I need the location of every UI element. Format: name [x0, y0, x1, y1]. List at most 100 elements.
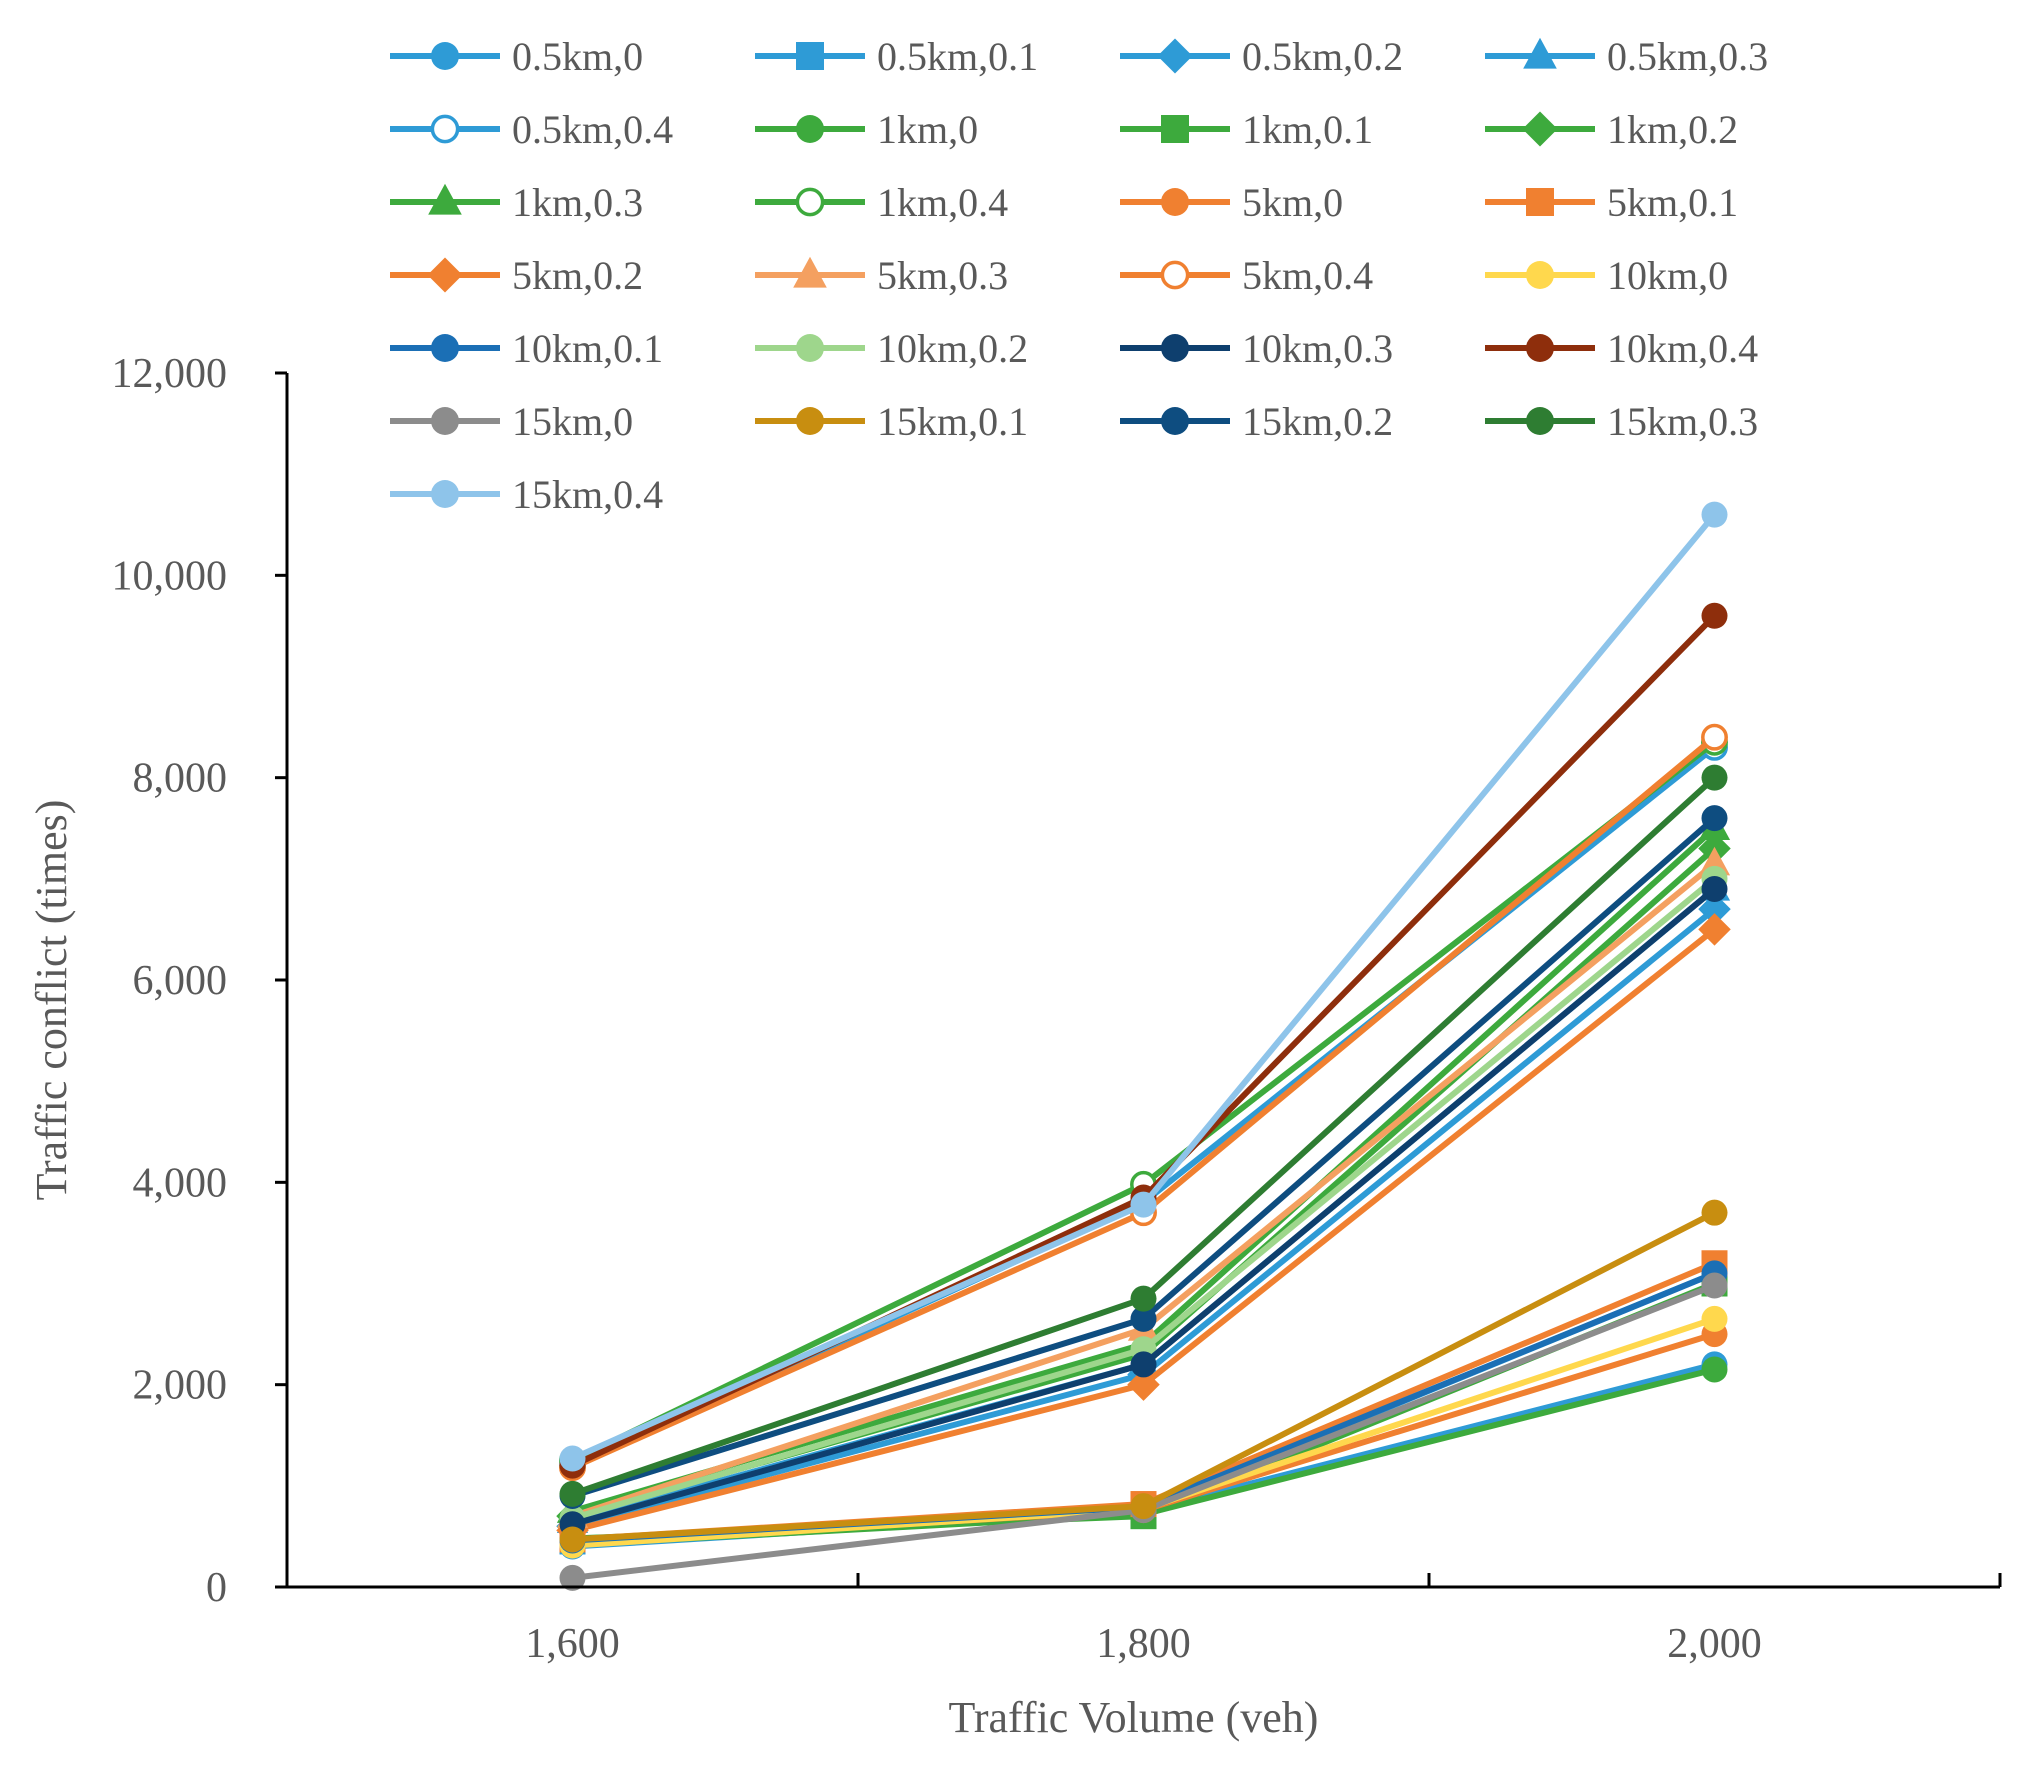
- legend-item: 0.5km,0.4: [390, 107, 673, 152]
- data-point: [1701, 805, 1728, 832]
- data-point: [1701, 875, 1728, 902]
- data-point: [559, 1480, 586, 1507]
- legend-marker: [796, 115, 824, 143]
- series-15km-0.3: [559, 764, 1728, 1507]
- legend-marker: [796, 42, 824, 70]
- y-tick-label: 0: [206, 1565, 227, 1611]
- data-point: [1130, 1351, 1157, 1378]
- legend-item: 1km,0.1: [1120, 107, 1373, 152]
- legend-item: 10km,0.1: [390, 326, 663, 371]
- x-tick-label: 2,000: [1667, 1621, 1762, 1667]
- legend-label: 1km,0.3: [512, 180, 643, 225]
- legend-item: 0.5km,0: [390, 34, 643, 79]
- legend-item: 15km,0.4: [390, 472, 663, 517]
- legend-item: 5km,0.4: [1120, 253, 1373, 298]
- legend-item: 5km,0.1: [1485, 180, 1738, 225]
- legend-marker: [1526, 261, 1554, 289]
- legend-marker: [431, 407, 459, 435]
- data-point: [1130, 1285, 1157, 1312]
- data-point: [559, 1526, 586, 1553]
- legend-marker: [431, 480, 459, 508]
- legend-item: 5km,0.2: [390, 253, 643, 298]
- legend-marker: [1160, 260, 1190, 290]
- series-15km-0.1: [559, 1199, 1728, 1553]
- legend-marker: [793, 256, 827, 288]
- axes: 0 2,000 4,000 6,000 8,000 10,000 12,000 1,600 1,…: [27, 351, 2002, 1742]
- legend-marker: [427, 257, 463, 293]
- legend-label: 10km,0.1: [512, 326, 663, 371]
- data-point: [1130, 1493, 1157, 1520]
- plot-area: [556, 501, 1731, 1591]
- legend-label: 10km,0.3: [1242, 326, 1393, 371]
- data-point: [1701, 764, 1728, 791]
- data-point: [1698, 892, 1731, 926]
- y-tick-label: 8,000: [133, 756, 228, 802]
- x-tick-label: 1,600: [525, 1621, 620, 1667]
- legend-label: 0.5km,0.3: [1607, 34, 1768, 79]
- legend-label: 10km,0.2: [877, 326, 1028, 371]
- legend-marker: [1161, 334, 1189, 362]
- data-point: [1130, 1191, 1157, 1218]
- y-tick-label: 12,000: [112, 351, 228, 397]
- legend-marker: [1161, 407, 1189, 435]
- legend-item: 1km,0.2: [1485, 107, 1738, 152]
- data-point: [1127, 1368, 1160, 1401]
- legend-marker: [1526, 188, 1554, 216]
- legend-label: 15km,0.3: [1607, 399, 1758, 444]
- legend-item: 10km,0.3: [1120, 326, 1393, 371]
- legend-marker: [430, 114, 460, 144]
- data-point: [1698, 846, 1731, 876]
- legend-marker: [428, 183, 462, 215]
- legend: 0.5km,0 0.5km,0.1 0.5km,0.2 0.5km,0.3 0.5km,…: [390, 34, 1768, 517]
- legend-label: 15km,0.1: [877, 399, 1028, 444]
- legend-label: 5km,0.3: [877, 253, 1008, 298]
- legend-label: 1km,0.2: [1607, 107, 1738, 152]
- y-axis-title: Traffic conflict (times): [27, 800, 76, 1201]
- data-point: [1701, 1272, 1728, 1299]
- data-point: [1701, 1305, 1728, 1332]
- legend-item: 15km,0.2: [1120, 399, 1393, 444]
- legend-marker: [1523, 37, 1557, 69]
- legend-label: 0.5km,0: [512, 34, 643, 79]
- data-point: [1701, 1356, 1728, 1383]
- legend-item: 10km,0: [1485, 253, 1728, 298]
- data-point: [559, 1445, 586, 1472]
- legend-label: 5km,0.2: [512, 253, 643, 298]
- legend-label: 5km,0: [1242, 180, 1343, 225]
- legend-item: 10km,0.2: [755, 326, 1028, 371]
- data-point: [559, 1564, 586, 1591]
- legend-label: 0.5km,0.4: [512, 107, 673, 152]
- legend-item: 0.5km,0.2: [1120, 34, 1403, 79]
- legend-marker: [796, 407, 824, 435]
- series-1km-0.3: [556, 811, 1731, 1523]
- legend-item: 15km,0: [390, 399, 633, 444]
- legend-marker: [1161, 188, 1189, 216]
- legend-marker: [431, 42, 459, 70]
- y-tick-label: 4,000: [133, 1160, 228, 1206]
- data-point: [1698, 913, 1731, 946]
- legend-item: 15km,0.1: [755, 399, 1028, 444]
- legend-label: 1km,0.4: [877, 180, 1008, 225]
- legend-marker: [1161, 115, 1189, 143]
- legend-label: 0.5km,0.2: [1242, 34, 1403, 79]
- y-tick-label: 10,000: [112, 553, 228, 599]
- data-point: [1701, 723, 1728, 751]
- legend-item: 1km,0.4: [755, 180, 1008, 225]
- legend-label: 1km,0: [877, 107, 978, 152]
- legend-item: 15km,0.3: [1485, 399, 1758, 444]
- data-point: [1701, 1199, 1728, 1226]
- x-axis-title: Traffic Volume (veh): [949, 1693, 1319, 1742]
- legend-label: 15km,0.2: [1242, 399, 1393, 444]
- legend-item: 5km,0.3: [755, 253, 1008, 298]
- legend-item: 0.5km,0.1: [755, 34, 1038, 79]
- legend-marker: [796, 334, 824, 362]
- legend-label: 5km,0.1: [1607, 180, 1738, 225]
- legend-marker: [1526, 334, 1554, 362]
- data-point: [1701, 501, 1728, 528]
- legend-item: 10km,0.4: [1485, 326, 1758, 371]
- legend-label: 15km,0.4: [512, 472, 663, 517]
- legend-item: 5km,0: [1120, 180, 1343, 225]
- y-tick-label: 2,000: [133, 1363, 228, 1409]
- legend-label: 1km,0.1: [1242, 107, 1373, 152]
